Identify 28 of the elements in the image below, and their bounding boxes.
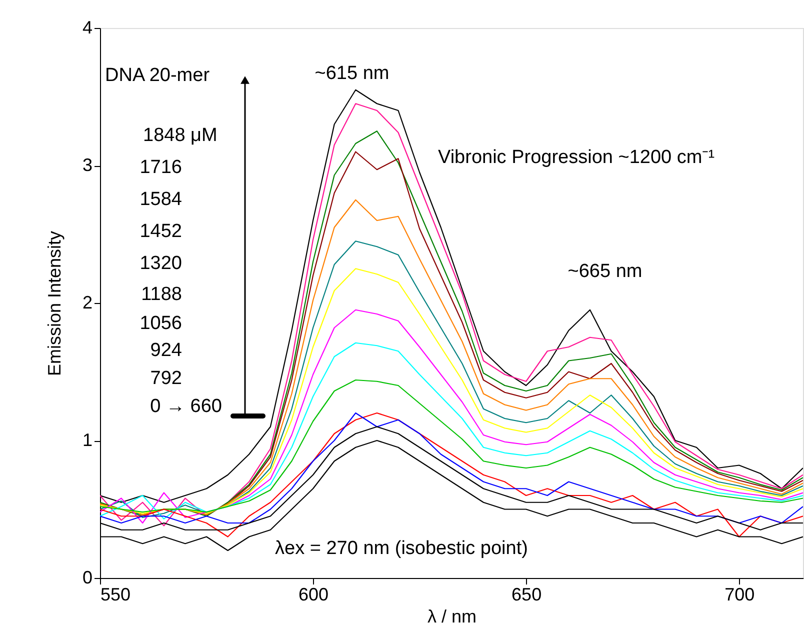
annotation: 792 (150, 368, 182, 389)
annotation: ~615 nm (314, 63, 390, 84)
y-tick-label: 1 (82, 430, 92, 450)
annotation: λex = 270 nm (isobestic point) (275, 538, 528, 559)
annotation: ~665 nm (568, 261, 642, 282)
annotation: 1188 (141, 284, 182, 305)
annotation: Vibronic Progression ~1200 cm⁻¹ (438, 147, 715, 168)
x-tick-label: 700 (724, 584, 755, 604)
y-tick-label: 0 (82, 568, 92, 588)
annotation: 0 → 660 (150, 396, 222, 417)
line-series (100, 342, 803, 520)
annotation: 1584 (140, 189, 182, 210)
x-axis-title: λ / nm (427, 606, 477, 626)
y-tick-label: 2 (82, 292, 92, 312)
y-tick-label: 3 (82, 155, 92, 175)
y-axis-title: Emission Intensity (44, 230, 64, 376)
annotation: 1056 (140, 313, 182, 334)
x-tick-label: 550 (100, 584, 131, 604)
annotation: 1320 (140, 253, 182, 274)
annotation: DNA 20-mer (105, 65, 210, 86)
x-tick-label: 650 (512, 584, 542, 604)
annotation: 924 (150, 340, 182, 361)
line-series (100, 309, 803, 524)
annotation: 1452 (140, 221, 182, 242)
annotation: 1716 (140, 157, 182, 178)
x-tick-label: 600 (298, 584, 329, 604)
annotation: 1848 μM (143, 125, 218, 146)
y-tick-label: 4 (82, 18, 92, 38)
